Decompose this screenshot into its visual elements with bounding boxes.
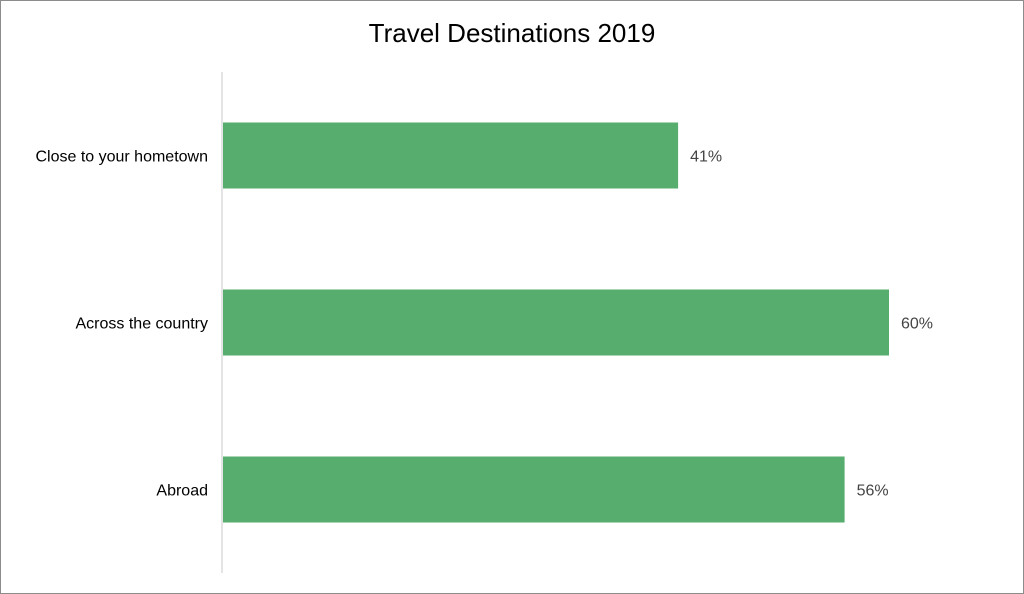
chart-title: Travel Destinations 2019 xyxy=(369,18,656,48)
bars-group xyxy=(223,122,889,523)
bar xyxy=(223,122,679,189)
bar xyxy=(223,456,845,523)
bar xyxy=(223,289,889,356)
category-labels-group: Close to your hometown Across the country… xyxy=(35,149,208,500)
category-label: Close to your hometown xyxy=(35,149,208,166)
category-label: Across the country xyxy=(76,316,209,333)
data-label: 60% xyxy=(901,316,933,333)
data-label: 56% xyxy=(857,483,889,500)
category-label: Abroad xyxy=(156,483,208,500)
data-labels-group: 41% 60% 56% xyxy=(690,149,933,500)
data-label: 41% xyxy=(690,149,722,166)
